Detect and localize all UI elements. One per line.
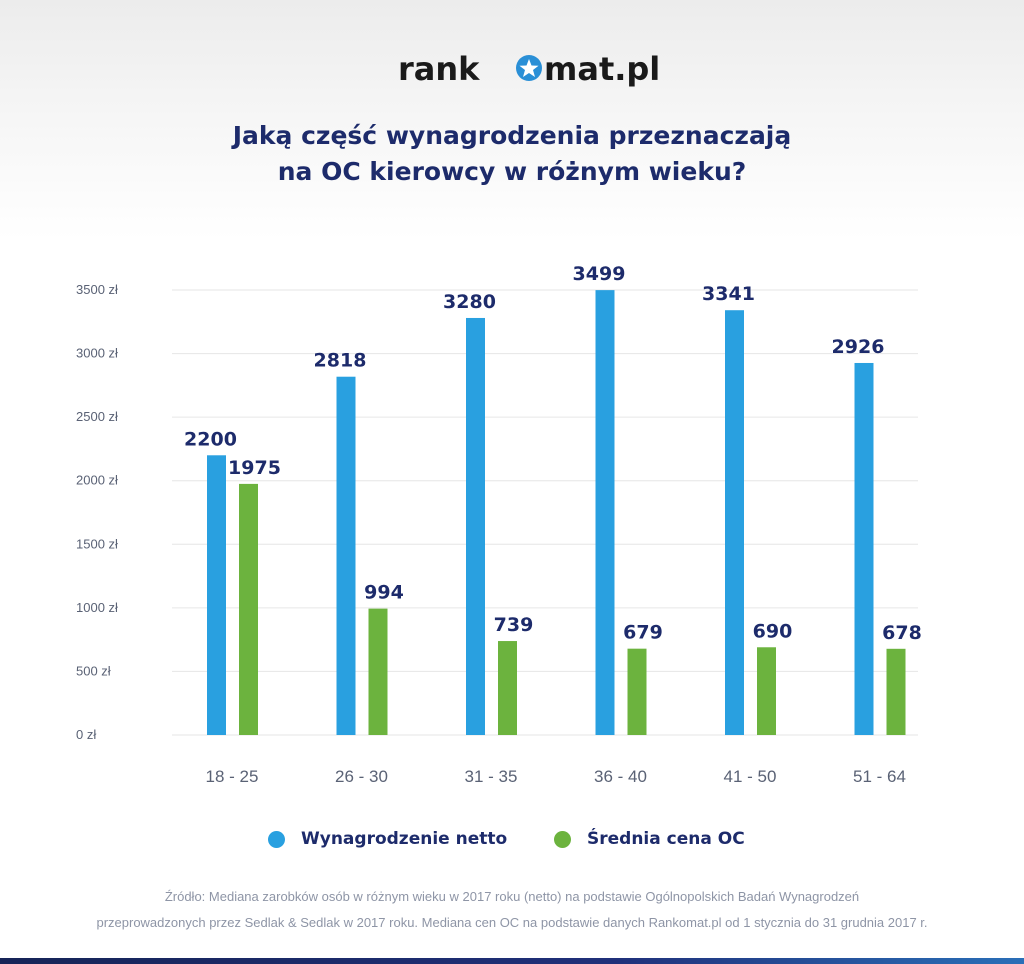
bar-layer (207, 290, 906, 735)
chart-title-line2: na OC kierowcy w różnym wieku? (277, 157, 747, 186)
bar-wynagrodzenie (336, 376, 356, 735)
legend-dot-blue (268, 830, 285, 848)
y-tick-label: 1000 zł (76, 600, 118, 615)
source-line2: przeprowadzonych przez Sedlak & Sedlak w… (96, 915, 928, 930)
y-tick-label: 3000 zł (76, 346, 118, 361)
legend-dot-green (554, 830, 571, 848)
data-label: 3341 (702, 283, 755, 305)
data-label: 2926 (832, 336, 885, 358)
bar-wynagrodzenie (207, 455, 226, 735)
bar-wynagrodzenie (595, 290, 615, 735)
source-line1: Źródło: Mediana zarobków osób w różnym w… (164, 889, 860, 904)
data-label: 2818 (314, 350, 367, 372)
chart-title-line1: Jaką część wynagrodzenia przeznaczają (232, 121, 792, 150)
bar-cena-oc (368, 608, 388, 735)
logo-text-part1: rank (398, 50, 480, 88)
bar-cena-oc (757, 647, 776, 735)
bar-cena-oc (498, 641, 517, 735)
legend-label-cena-oc: Średnia cena OC (587, 829, 745, 849)
x-tick-label: 26 - 30 (335, 767, 388, 786)
legend-label-wynagrodzenie: Wynagrodzenie netto (301, 829, 508, 849)
bar-cena-oc (886, 648, 906, 735)
data-label: 1975 (228, 457, 281, 479)
bar-wynagrodzenie (854, 362, 874, 735)
bar-cena-oc (627, 648, 647, 735)
y-tick-label: 0 zł (76, 727, 96, 742)
x-tick-label: 51 - 64 (853, 767, 906, 786)
data-label: 739 (494, 614, 534, 636)
bar-wynagrodzenie (466, 317, 485, 735)
x-tick-label: 36 - 40 (594, 767, 647, 786)
rankomat-logo: rank mat.pl (398, 50, 660, 88)
source-note: Źródło: Mediana zarobków osób w różnym w… (40, 884, 984, 936)
x-tick-label: 31 - 35 (465, 767, 518, 786)
data-label: 994 (364, 582, 404, 604)
y-tick-label: 3500 zł (76, 282, 118, 297)
legend-item-wynagrodzenie: Wynagrodzenie netto (268, 826, 507, 852)
y-tick-label: 1500 zł (76, 536, 118, 551)
y-tick-label: 2000 zł (76, 473, 118, 488)
y-tick-label: 2500 zł (76, 409, 118, 424)
x-tick-label: 41 - 50 (724, 767, 777, 786)
x-tick-label: 18 - 25 (206, 767, 259, 786)
data-label: 690 (753, 620, 793, 642)
data-label: 679 (623, 622, 663, 644)
bottom-accent-bar (0, 958, 1024, 964)
bar-cena-oc (239, 483, 258, 735)
data-label: 2200 (184, 428, 237, 450)
logo-text-part2: mat.pl (544, 50, 660, 88)
y-tick-label: 500 zł (76, 663, 111, 678)
data-label: 678 (882, 622, 922, 644)
chart-title: Jaką część wynagrodzenia przeznaczają na… (0, 118, 1024, 190)
star-icon (516, 55, 542, 81)
bar-wynagrodzenie (725, 310, 744, 735)
data-label: 3280 (443, 291, 496, 313)
grid-layer (172, 289, 918, 736)
legend-item-cena-oc: Średnia cena OC (554, 826, 745, 852)
data-label: 3499 (573, 263, 626, 285)
label-layer: 0 zł 500 zł 1000 zł 1500 zł 2000 zł 2500 zł 30… (76, 263, 922, 786)
